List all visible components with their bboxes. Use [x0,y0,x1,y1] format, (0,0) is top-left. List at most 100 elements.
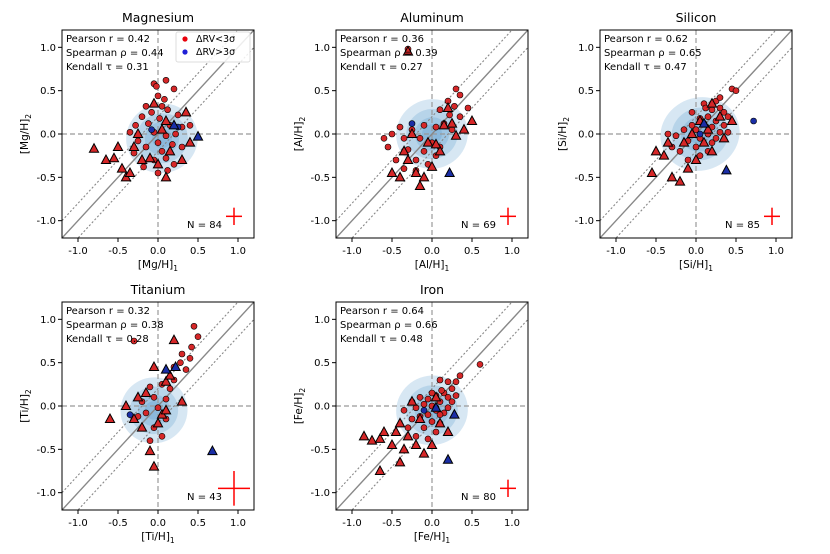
point-circle-low [380,135,388,142]
point-circle-low [672,132,680,140]
point-triangle-low [398,145,410,156]
point-triangle-low [394,171,406,182]
plot-area [336,302,528,510]
point-triangle-low [148,360,160,371]
point-circle-low [428,389,436,397]
x-tick-label: 1.0 [768,246,784,257]
point-circle-low [186,122,194,129]
panel-title: Titanium [130,282,186,297]
point-triangle-low [144,445,156,456]
point-triangle-high [192,130,204,141]
y-tick-label: 0.0 [40,130,56,141]
point-triangle-low [698,136,710,147]
point-triangle-low [128,412,140,423]
point-triangle-low [128,140,140,151]
point-triangle-low [394,417,406,428]
point-triangle-low [678,136,690,147]
point-circle-low [132,122,139,129]
point-circle-low [154,139,162,146]
stats-line: Kendall τ = 0.31 [66,62,149,73]
x-tick-label: -1.0 [68,246,88,257]
point-circle-low [194,333,202,340]
point-circle-low [384,143,392,151]
point-circle-low [684,156,692,164]
point-circle-low [146,383,154,391]
y-axis-label: [Al/H]2 [293,117,307,152]
offset-line [351,46,528,238]
x-tick-label: 1.0 [230,246,246,257]
point-triangle-low [160,114,172,125]
point-triangle-low [690,153,702,164]
x-tick-label: 0.0 [150,246,166,257]
stats-line: Spearman ρ = 0.44 [66,48,164,59]
point-circle-low [704,113,712,120]
point-triangle-low [132,391,144,402]
point-circle-low [412,156,420,164]
point-circle-low [178,143,186,151]
point-circle-low [692,143,700,151]
point-triangle-high [448,408,460,419]
point-triangle-low [132,127,144,138]
point-triangle-low [706,145,718,156]
point-triangle-high [430,401,442,412]
point-triangle-low [442,101,454,112]
point-circle-low [692,126,700,133]
point-circle-low [416,394,424,401]
point-triangle-low [116,162,128,173]
point-circle-low [142,143,150,151]
panel-title: Aluminum [400,10,464,25]
point-triangle-low [442,425,454,436]
point-circle-low [702,104,709,112]
point-circle-low [452,85,460,93]
legend: ΔRV<3σ ΔRV>3σ [175,31,251,63]
point-circle-low [420,148,428,155]
y-tick-label: 1.0 [578,43,594,54]
point-triangle-low [418,447,430,458]
y-axis-label: [Ti/H]2 [19,389,33,423]
point-triangle-high [168,119,180,130]
point-circle-low [392,156,400,164]
x-tick-label: -1.0 [342,518,362,529]
offset-line [77,46,254,238]
x-tick-label: 1.0 [504,246,520,257]
point-circle-low [164,106,171,114]
point-triangle-low [160,375,172,386]
y-tick-label: -1.0 [310,216,330,227]
plot-area [600,30,792,238]
point-circle-high [696,130,704,138]
y-tick-label: -1.0 [310,488,330,499]
point-circle-low [169,141,176,148]
stats-line: Pearson r = 0.62 [604,34,688,45]
point-circle-low [680,126,688,133]
point-circle-low [448,385,456,392]
point-triangle-low [160,404,172,415]
point-circle-low [178,350,186,358]
x-tick-label: 0.0 [424,246,440,257]
point-triangle-low [88,142,100,153]
point-triangle-low [402,45,414,56]
point-circle-low [436,106,444,114]
point-circle-low [142,102,150,110]
point-triangle-low [466,114,478,125]
y-tick-label: -0.5 [310,445,330,456]
point-circle-low [170,161,178,168]
point-circle-high [408,120,416,127]
offset-line [600,30,777,222]
panel-al: -1.0 -1.0 -0.5 -0.5 0.0 0.0 0.5 0.5 1.0 1.0 Alumin… [293,10,529,273]
point-circle-low [156,115,163,122]
y-tick-label: -1.0 [574,216,594,227]
legend-box [175,31,251,63]
point-triangle-low [140,386,152,397]
y-tick-label: 0.5 [578,86,594,97]
point-triangle-low [156,123,168,134]
point-circle-low [148,109,155,116]
point-circle-low [420,122,428,129]
point-circle-low [424,435,432,443]
point-triangle-low [100,153,112,164]
point-circle-low [140,163,147,171]
identity-line [336,30,528,238]
point-circle-low [400,165,408,172]
y-tick-label: -0.5 [36,173,56,184]
point-circle-low [428,418,436,425]
